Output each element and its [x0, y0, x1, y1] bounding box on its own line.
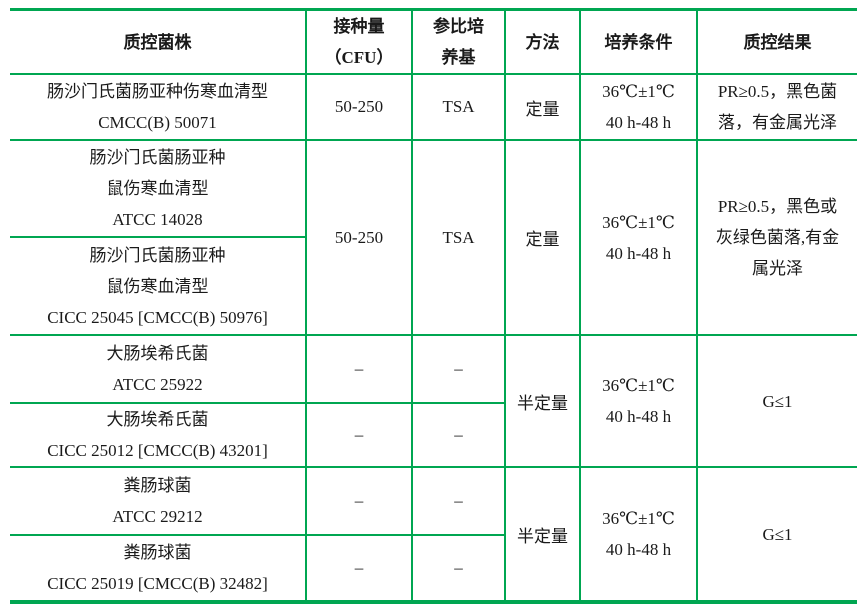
result-line: G≤1: [762, 524, 793, 544]
strain-name: 粪肠球菌: [123, 543, 192, 562]
header-conditions-label: 培养条件: [604, 32, 673, 52]
row4-inoculum-cell: –: [305, 334, 413, 404]
strain-name: 鼠伤寒血清型: [106, 276, 209, 296]
strain-name: 肠沙门氏菌肠亚种: [89, 245, 226, 265]
result-line: 灰绿色菌落,有金: [715, 228, 840, 247]
condition-time: 40 h-48 h: [605, 407, 672, 426]
row1-inoculum-cell: 50-250: [305, 73, 413, 141]
row2-strain-cell: 肠沙门氏菌肠亚种 鼠伤寒血清型 ATCC 14028: [10, 139, 307, 238]
condition-temp: 36℃±1℃: [602, 509, 675, 528]
condition-temp: 36℃±1℃: [602, 82, 675, 101]
group45-conditions-cell: 36℃±1℃ 40 h-48 h: [579, 334, 698, 468]
strain-name: 肠沙门氏菌肠亚种: [89, 148, 226, 167]
header-medium: 参比培 养基: [411, 8, 506, 75]
strain-id: ATCC 25922: [112, 375, 203, 394]
group23-medium-cell: TSA: [411, 139, 506, 336]
group23-result-cell: PR≥0.5，黑色或 灰绿色菌落,有金 属光泽: [696, 139, 857, 336]
table-row: 粪肠球菌 CICC 25019 [CMCC(B) 32482] – –: [10, 534, 857, 603]
strain-name: 鼠伤寒血清型: [106, 179, 209, 198]
strain-id: ATCC 14028: [112, 210, 203, 229]
strain-name: 肠沙门氏菌肠亚种伤寒血清型: [47, 82, 268, 101]
condition-time: 40 h-48 h: [605, 113, 672, 132]
row7-strain-cell: 粪肠球菌 CICC 25019 [CMCC(B) 32482]: [10, 534, 307, 603]
strain-name: 粪肠球菌: [123, 476, 192, 495]
header-method: 方法: [504, 8, 581, 75]
row5-inoculum-cell: –: [305, 402, 413, 468]
result-line: G≤1: [762, 391, 793, 411]
group23-method-cell: 定量: [504, 139, 581, 336]
result-line: 属光泽: [752, 259, 803, 278]
row7-medium-cell: –: [411, 534, 505, 603]
row6-inoculum-cell: –: [305, 466, 413, 536]
result-line: PR≥0.5，黑色菌: [717, 82, 838, 101]
condition-time: 40 h-48 h: [605, 243, 672, 263]
row1-result-cell: PR≥0.5，黑色菌 落，有金属光泽: [696, 73, 857, 141]
group67-result-cell: G≤1: [696, 466, 857, 603]
strain-id: CICC 25045 [CMCC(B) 50976]: [47, 307, 268, 327]
header-strain-label: 质控菌株: [123, 32, 192, 52]
header-result-label: 质控结果: [743, 32, 812, 52]
header-medium-label-line2: 养基: [441, 48, 476, 67]
header-conditions: 培养条件: [579, 8, 698, 75]
header-inoculum: 接种量 （CFU）: [305, 8, 413, 75]
group23-inoculum-cell: 50-250: [305, 139, 413, 336]
row5-strain-cell: 大肠埃希氏菌 CICC 25012 [CMCC(B) 43201]: [10, 402, 307, 468]
header-method-label: 方法: [525, 32, 560, 52]
row1-medium-cell: TSA: [411, 73, 506, 141]
header-inoculum-label-line1: 接种量: [333, 17, 385, 36]
row1-conditions-cell: 36℃±1℃ 40 h-48 h: [579, 73, 698, 141]
row1-method-cell: 定量: [504, 73, 581, 141]
table-row: 肠沙门氏菌肠亚种 鼠伤寒血清型 ATCC 14028 50-250 TSA 定量…: [10, 139, 857, 336]
row7-inoculum-cell: –: [305, 534, 413, 603]
strain-id: ATCC 29212: [112, 507, 203, 526]
group67-conditions-cell: 36℃±1℃ 40 h-48 h: [579, 466, 698, 603]
group45-method-cell: 半定量: [504, 334, 581, 468]
header-medium-label-line1: 参比培: [433, 17, 484, 36]
row1-strain-cell: 肠沙门氏菌肠亚种伤寒血清型 CMCC(B) 50071: [10, 73, 307, 141]
header-result: 质控结果: [696, 8, 857, 75]
header-row: 质控菌株 接种量 （CFU） 参比培 养基 方法 培养条件 质控结果: [10, 8, 857, 75]
qc-strain-table: 质控菌株 接种量 （CFU） 参比培 养基 方法 培养条件 质控结果: [10, 8, 857, 604]
strain-id: CICC 25019 [CMCC(B) 32482]: [47, 574, 268, 593]
row3-strain-cell: 肠沙门氏菌肠亚种 鼠伤寒血清型 CICC 25045 [CMCC(B) 5097…: [10, 236, 306, 336]
row6-strain-cell: 粪肠球菌 ATCC 29212: [10, 466, 307, 536]
strain-name: 大肠埃希氏菌: [106, 410, 209, 429]
table-row: 粪肠球菌 ATCC 29212 – – 半定量 36℃±1℃ 40 h-48 h…: [10, 466, 857, 603]
strain-name: 大肠埃希氏菌: [106, 344, 209, 363]
row4-medium-cell: –: [411, 334, 506, 404]
table-row: 肠沙门氏菌肠亚种 鼠伤寒血清型 CICC 25045 [CMCC(B) 5097…: [10, 236, 857, 336]
strain-id: CICC 25012 [CMCC(B) 43201]: [47, 441, 268, 460]
table-row: 肠沙门氏菌肠亚种伤寒血清型 CMCC(B) 50071 50-250 TSA 定…: [10, 73, 857, 141]
header-inoculum-label-line2: （CFU）: [324, 48, 394, 67]
row5-medium-cell: –: [411, 402, 505, 468]
row4-strain-cell: 大肠埃希氏菌 ATCC 25922: [10, 334, 307, 404]
group67-method-cell: 半定量: [504, 466, 581, 603]
row6-medium-cell: –: [411, 466, 506, 536]
header-strain: 质控菌株: [10, 8, 307, 75]
table-row: 大肠埃希氏菌 ATCC 25922 – – 半定量 36℃±1℃ 40 h-48…: [10, 334, 857, 468]
group23-conditions-cell: 36℃±1℃ 40 h-48 h: [579, 139, 698, 336]
group45-result-cell: G≤1: [696, 334, 857, 468]
strain-id: CMCC(B) 50071: [98, 113, 217, 132]
condition-temp: 36℃±1℃: [602, 376, 675, 395]
table-row: 大肠埃希氏菌 CICC 25012 [CMCC(B) 43201] – –: [10, 402, 857, 468]
condition-time: 40 h-48 h: [605, 540, 672, 559]
result-line: 落，有金属光泽: [718, 113, 837, 132]
condition-temp: 36℃±1℃: [602, 212, 675, 232]
qc-table-container: 质控菌株 接种量 （CFU） 参比培 养基 方法 培养条件 质控结果: [10, 8, 857, 604]
result-line: PR≥0.5，黑色或: [717, 197, 838, 216]
